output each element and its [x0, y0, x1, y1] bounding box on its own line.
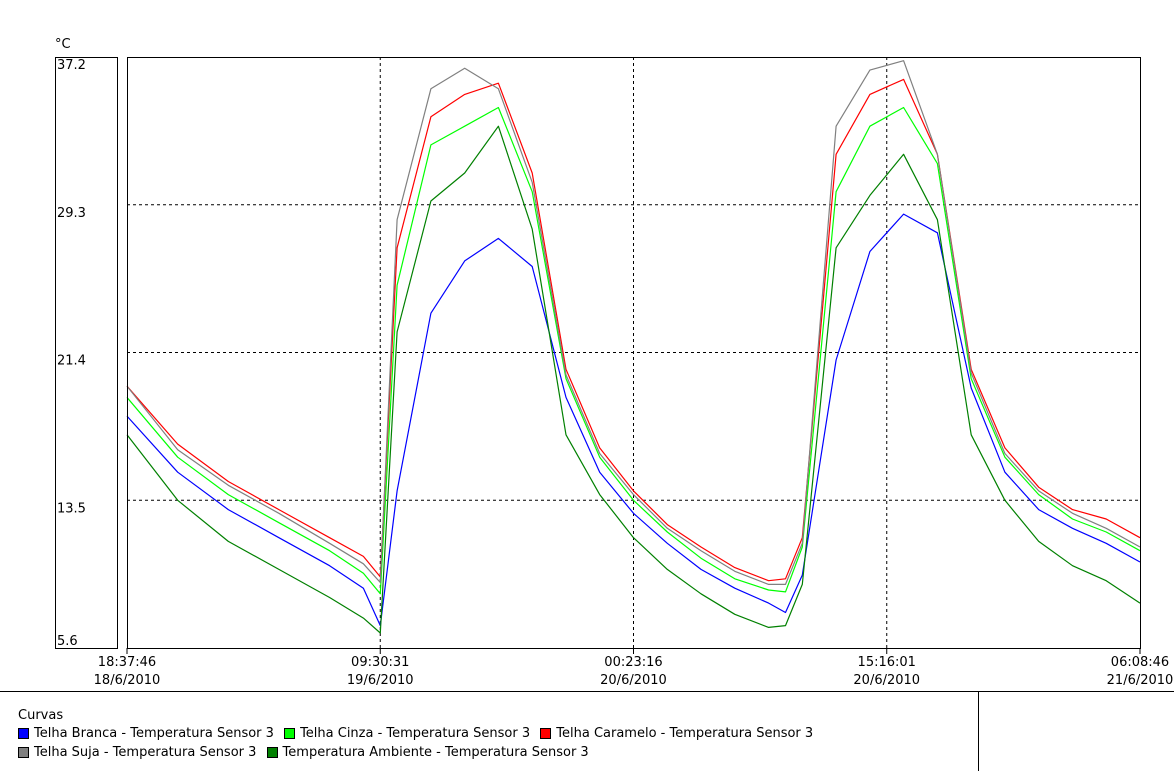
series-line	[126, 125, 1141, 634]
x-tick-date: 20/6/2010	[853, 673, 920, 688]
y-axis-box	[55, 57, 118, 649]
series-line	[126, 213, 1141, 627]
legend-item: Telha Cinza - Temperatura Sensor 3	[284, 726, 530, 741]
legend-label: Telha Cinza - Temperatura Sensor 3	[300, 726, 531, 741]
legend: Curvas Telha Branca - Temperatura Sensor…	[0, 691, 1174, 771]
legend-item: Telha Branca - Temperatura Sensor 3	[18, 726, 274, 741]
legend-divider	[0, 691, 1174, 692]
y-tick-label: 21.4	[57, 354, 86, 369]
x-tick-date: 19/6/2010	[347, 673, 414, 688]
x-tick-time: 09:30:31	[351, 655, 409, 670]
x-tick-time: 15:16:01	[858, 655, 916, 670]
legend-label: Telha Suja - Temperatura Sensor 3	[34, 745, 257, 760]
legend-item: Telha Caramelo - Temperatura Sensor 3	[540, 726, 813, 741]
series-line	[126, 60, 1141, 586]
legend-item: Temperatura Ambiente - Temperatura Senso…	[266, 745, 589, 760]
legend-label: Telha Branca - Temperatura Sensor 3	[34, 726, 274, 741]
y-tick-label: 13.5	[57, 501, 86, 516]
legend-swatch	[540, 728, 552, 739]
legend-swatch	[18, 728, 29, 739]
legend-label: Telha Caramelo - Temperatura Sensor 3	[556, 726, 814, 741]
y-tick-label: 5.6	[57, 634, 78, 649]
y-axis-label: °C	[55, 37, 71, 52]
y-tick-label: 37.2	[57, 58, 86, 73]
legend-row-2: Telha Suja - Temperatura Sensor 3 Temper…	[18, 745, 595, 762]
legend-label: Temperatura Ambiente - Temperatura Senso…	[282, 745, 589, 760]
x-tick-date: 21/6/2010	[1107, 673, 1174, 688]
x-tick-date: 20/6/2010	[600, 673, 667, 688]
legend-swatch	[266, 747, 278, 758]
x-tick-time: 06:08:46	[1111, 655, 1169, 670]
y-tick-label: 29.3	[57, 206, 86, 221]
x-tick-date: 18/6/2010	[94, 673, 161, 688]
x-tick-time: 18:37:46	[98, 655, 156, 670]
chart: °C 37.2 29.3 21.4 13.5 5.6 18:37:46 18/6/2010…	[55, 37, 1174, 688]
legend-title: Curvas	[18, 708, 64, 723]
legend-row-1: Telha Branca - Temperatura Sensor 3 Telh…	[18, 726, 819, 743]
legend-swatch	[284, 728, 296, 739]
legend-swatch	[18, 747, 29, 758]
x-tick-time: 00:23:16	[604, 655, 662, 670]
legend-item: Telha Suja - Temperatura Sensor 3	[18, 745, 256, 760]
series-line	[126, 106, 1141, 595]
legend-right-divider	[978, 691, 979, 771]
